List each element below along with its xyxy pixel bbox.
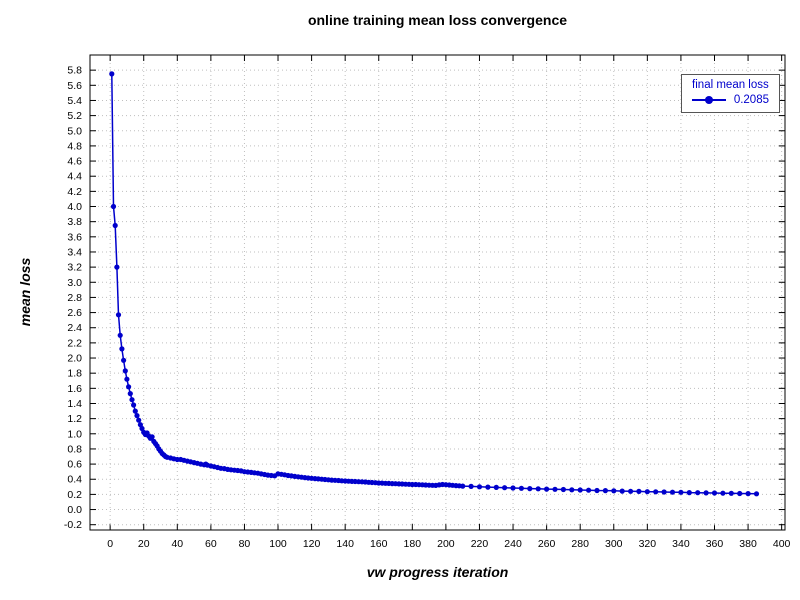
svg-text:1.6: 1.6 <box>67 383 82 395</box>
svg-text:5.8: 5.8 <box>67 65 82 77</box>
svg-text:280: 280 <box>571 538 589 550</box>
svg-text:0.4: 0.4 <box>67 474 82 486</box>
svg-text:1.2: 1.2 <box>67 413 82 425</box>
x-axis-label: vw progress iteration <box>366 564 509 580</box>
svg-text:5.4: 5.4 <box>67 95 82 107</box>
legend-final-loss-value: 0.2085 <box>733 94 769 106</box>
svg-text:4.0: 4.0 <box>67 201 82 213</box>
svg-text:0: 0 <box>107 538 113 550</box>
svg-text:320: 320 <box>639 538 657 550</box>
svg-text:2.8: 2.8 <box>67 292 82 304</box>
legend-entry: 0.2085 <box>691 94 769 106</box>
legend-box: final mean loss 0.2085 <box>680 74 780 113</box>
svg-text:5.2: 5.2 <box>67 110 82 122</box>
svg-text:1.4: 1.4 <box>67 398 82 410</box>
svg-text:2.0: 2.0 <box>67 353 82 365</box>
svg-text:400: 400 <box>773 538 791 550</box>
svg-text:0.6: 0.6 <box>67 459 82 471</box>
svg-text:5.6: 5.6 <box>67 80 82 92</box>
svg-text:40: 40 <box>171 538 183 550</box>
svg-text:240: 240 <box>504 538 522 550</box>
svg-text:2.6: 2.6 <box>67 307 82 319</box>
svg-text:180: 180 <box>404 538 422 550</box>
legend-title: final mean loss <box>692 79 769 91</box>
svg-text:1.8: 1.8 <box>67 368 82 380</box>
y-axis-label: mean loss <box>17 257 33 327</box>
svg-text:4.6: 4.6 <box>67 156 82 168</box>
svg-text:5.0: 5.0 <box>67 125 82 137</box>
svg-text:4.2: 4.2 <box>67 186 82 198</box>
svg-text:4.8: 4.8 <box>67 140 82 152</box>
svg-text:3.8: 3.8 <box>67 216 82 228</box>
svg-text:160: 160 <box>370 538 388 550</box>
svg-text:380: 380 <box>739 538 757 550</box>
svg-text:300: 300 <box>605 538 623 550</box>
svg-text:20: 20 <box>138 538 150 550</box>
svg-text:220: 220 <box>471 538 489 550</box>
legend-line-point-sample <box>691 95 726 105</box>
svg-text:2.2: 2.2 <box>67 337 82 349</box>
svg-text:360: 360 <box>706 538 724 550</box>
svg-text:0.8: 0.8 <box>67 443 82 455</box>
chart-title: online training mean loss convergence <box>307 12 568 28</box>
svg-text:260: 260 <box>538 538 556 550</box>
svg-text:200: 200 <box>437 538 455 550</box>
svg-text:3.0: 3.0 <box>67 277 82 289</box>
svg-text:0.2: 0.2 <box>67 489 82 501</box>
legend-sample-marker-icon <box>704 96 713 104</box>
svg-text:3.4: 3.4 <box>67 246 82 258</box>
svg-text:0.0: 0.0 <box>67 504 82 516</box>
svg-text:80: 80 <box>239 538 251 550</box>
svg-text:120: 120 <box>303 538 321 550</box>
svg-text:2.4: 2.4 <box>67 322 82 334</box>
svg-text:-0.2: -0.2 <box>64 519 82 531</box>
svg-text:140: 140 <box>336 538 354 550</box>
svg-text:1.0: 1.0 <box>67 428 82 440</box>
svg-text:3.6: 3.6 <box>67 231 82 243</box>
svg-text:340: 340 <box>672 538 690 550</box>
svg-text:4.4: 4.4 <box>67 171 82 183</box>
svg-text:100: 100 <box>269 538 287 550</box>
svg-text:3.2: 3.2 <box>67 262 82 274</box>
svg-text:60: 60 <box>205 538 217 550</box>
